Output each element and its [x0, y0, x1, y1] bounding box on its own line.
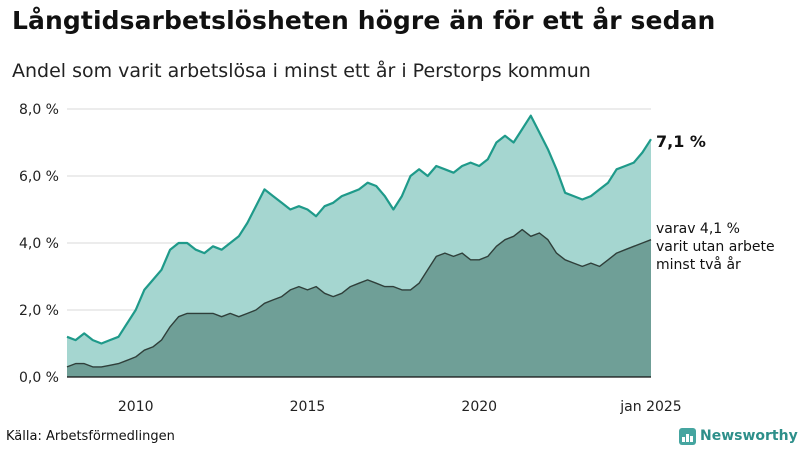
chart-subtitle: Andel som varit arbetslösa i minst ett å… — [12, 60, 591, 82]
bar-chart-icon — [679, 427, 696, 445]
long-term-label-line-3: minst två år — [656, 256, 741, 273]
x-tick-label: 2020 — [461, 399, 497, 415]
long-term-label-line-2: varit utan arbete — [656, 239, 775, 255]
x-tick-label: 2010 — [118, 399, 154, 415]
brand-name: Newsworthy — [700, 428, 798, 444]
data-areas — [66, 114, 652, 377]
newsworthy-logo: Newsworthy — [679, 426, 798, 446]
annotations: 7,1 % varav 4,1 % varit utan arbete mins… — [656, 132, 775, 273]
chart-title: Långtidsarbetslösheten högre än för ett … — [12, 6, 716, 35]
long-line — [66, 228, 652, 368]
y-tick-label: 6,0 % — [19, 169, 59, 185]
x-tick-label: jan 2025 — [619, 399, 681, 415]
y-tick-label: 8,0 % — [19, 102, 59, 118]
axes: 0,0 % 2,0 % 4,0 % 6,0 % 8,0 % 2010 2015 2020 jan… — [19, 102, 682, 415]
long-area — [67, 229, 651, 377]
source-note: Källa: Arbetsförmedlingen — [6, 429, 175, 444]
long-term-label-line-1: varav 4,1 % — [656, 221, 740, 237]
y-tick-label: 4,0 % — [19, 236, 59, 252]
total-end-label: 7,1 % — [656, 132, 706, 151]
y-tick-label: 0,0 % — [19, 370, 59, 386]
x-tick-label: 2015 — [290, 399, 326, 415]
total-line — [66, 114, 652, 345]
y-tick-label: 2,0 % — [19, 303, 59, 319]
